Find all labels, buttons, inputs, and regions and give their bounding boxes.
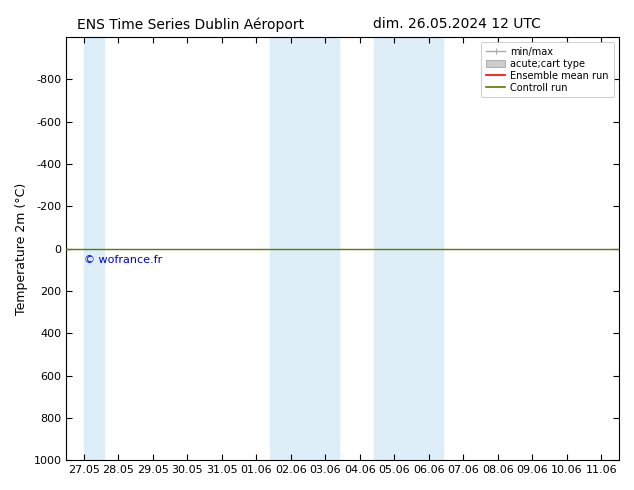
Bar	[84, 37, 105, 460]
Text: © wofrance.fr: © wofrance.fr	[84, 255, 162, 265]
Legend: min/max, acute;cart type, Ensemble mean run, Controll run: min/max, acute;cart type, Ensemble mean …	[481, 42, 614, 98]
Text: dim. 26.05.2024 12 UTC: dim. 26.05.2024 12 UTC	[373, 17, 540, 31]
Bar	[270, 37, 339, 460]
Y-axis label: Temperature 2m (°C): Temperature 2m (°C)	[15, 182, 28, 315]
Text: ENS Time Series Dublin Aéroport: ENS Time Series Dublin Aéroport	[77, 17, 304, 32]
Bar	[373, 37, 443, 460]
